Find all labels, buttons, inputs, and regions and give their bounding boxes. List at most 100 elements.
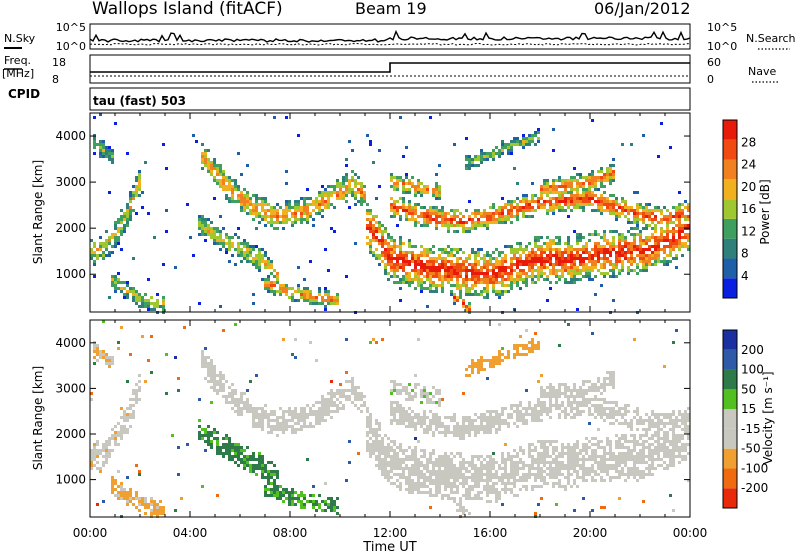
- heatmap-cell: [219, 371, 222, 374]
- heatmap-cell: [546, 461, 549, 464]
- heatmap-cell: [531, 443, 534, 446]
- heatmap-cell: [462, 302, 465, 305]
- heatmap-cell: [525, 197, 528, 200]
- heatmap-cell: [303, 413, 306, 416]
- heatmap-cell: [435, 470, 438, 473]
- nsky-trace: [89, 29, 691, 43]
- heatmap-cell: [282, 488, 285, 491]
- heatmap-cell: [390, 206, 393, 209]
- heatmap-cell: [498, 497, 501, 500]
- heatmap-cell: [165, 167, 168, 170]
- heatmap-cell: [297, 134, 300, 137]
- heatmap-cell: [210, 227, 213, 230]
- heatmap-cell: [105, 353, 108, 356]
- heatmap-cell: [300, 206, 303, 209]
- heatmap-cell: [549, 257, 552, 260]
- heatmap-cell: [390, 461, 393, 464]
- heatmap-cell: [462, 434, 465, 437]
- heatmap-cell: [489, 491, 492, 494]
- heatmap-cell: [207, 224, 210, 227]
- heatmap-cell: [411, 425, 414, 428]
- heatmap-cell: [321, 500, 324, 503]
- heatmap-cell: [177, 377, 180, 380]
- heatmap-cell: [510, 263, 513, 266]
- heatmap-cell: [300, 218, 303, 221]
- heatmap-cell: [249, 458, 252, 461]
- heatmap-cell: [465, 467, 468, 470]
- heatmap-cell: [492, 275, 495, 278]
- heatmap-cell: [480, 497, 483, 500]
- heatmap-cell: [399, 485, 402, 488]
- heatmap-cell: [285, 425, 288, 428]
- heatmap-cell: [273, 293, 276, 296]
- heatmap-cell: [501, 140, 504, 143]
- heatmap-cell: [336, 191, 339, 194]
- heatmap-cell: [501, 461, 504, 464]
- heatmap-cell: [285, 182, 288, 185]
- heatmap-cell: [504, 422, 507, 425]
- heatmap-cell: [447, 470, 450, 473]
- heatmap-cell: [483, 479, 486, 482]
- heatmap-cell: [330, 500, 333, 503]
- heatmap-cell: [294, 215, 297, 218]
- heatmap-cell: [546, 278, 549, 281]
- heatmap-cell: [213, 167, 216, 170]
- heatmap-cell: [252, 422, 255, 425]
- heatmap-cell: [330, 503, 333, 506]
- heatmap-cell: [555, 197, 558, 200]
- heatmap-cell: [312, 494, 315, 497]
- heatmap-cell: [471, 266, 474, 269]
- heatmap-cell: [489, 359, 492, 362]
- heatmap-cell: [585, 248, 588, 251]
- heatmap-cell: [543, 278, 546, 281]
- heatmap-cell: [660, 221, 663, 224]
- heatmap-cell: [540, 485, 543, 488]
- heatmap-cell: [399, 257, 402, 260]
- heatmap-cell: [480, 470, 483, 473]
- heatmap-cell: [618, 236, 621, 239]
- heatmap-cell: [480, 257, 483, 260]
- heatmap-cell: [570, 272, 573, 275]
- heatmap-cell: [306, 299, 309, 302]
- heatmap-cell: [561, 461, 564, 464]
- heatmap-cell: [444, 470, 447, 473]
- heatmap-cell: [468, 215, 471, 218]
- heatmap-cell: [630, 257, 633, 260]
- heatmap-cell: [543, 443, 546, 446]
- heatmap-cell: [264, 470, 267, 473]
- heatmap-cell: [474, 278, 477, 281]
- heatmap-cell: [474, 293, 477, 296]
- heatmap-cell: [315, 503, 318, 506]
- heatmap-cell: [480, 248, 483, 251]
- heatmap-cell: [213, 374, 216, 377]
- heatmap-cell: [255, 254, 258, 257]
- heatmap-cell: [459, 257, 462, 260]
- heatmap-cell: [543, 200, 546, 203]
- heatmap-cell: [546, 200, 549, 203]
- heatmap-cell: [285, 206, 288, 209]
- heatmap-cell: [402, 461, 405, 464]
- heatmap-cell: [537, 347, 540, 350]
- heatmap-cell: [429, 284, 432, 287]
- heatmap-cell: [594, 254, 597, 257]
- heatmap-cell: [534, 239, 537, 242]
- heatmap-cell: [141, 503, 144, 506]
- heatmap-cell: [465, 227, 468, 230]
- heatmap-cell: [489, 485, 492, 488]
- heatmap-cell: [498, 281, 501, 284]
- heatmap-cell: [504, 284, 507, 287]
- heatmap-cell: [282, 422, 285, 425]
- heatmap-cell: [291, 221, 294, 224]
- heatmap-cell: [564, 446, 567, 449]
- heatmap-cell: [261, 458, 264, 461]
- heatmap-cell: [474, 476, 477, 479]
- heatmap-cell: [495, 281, 498, 284]
- heatmap-cell: [480, 467, 483, 470]
- heatmap-cell: [411, 395, 414, 398]
- heatmap-cell: [381, 440, 384, 443]
- heatmap-cell: [231, 194, 234, 197]
- heatmap-cell: [363, 191, 366, 194]
- heatmap-cell: [519, 446, 522, 449]
- heatmap-cell: [465, 155, 468, 158]
- heatmap-cell: [393, 386, 396, 389]
